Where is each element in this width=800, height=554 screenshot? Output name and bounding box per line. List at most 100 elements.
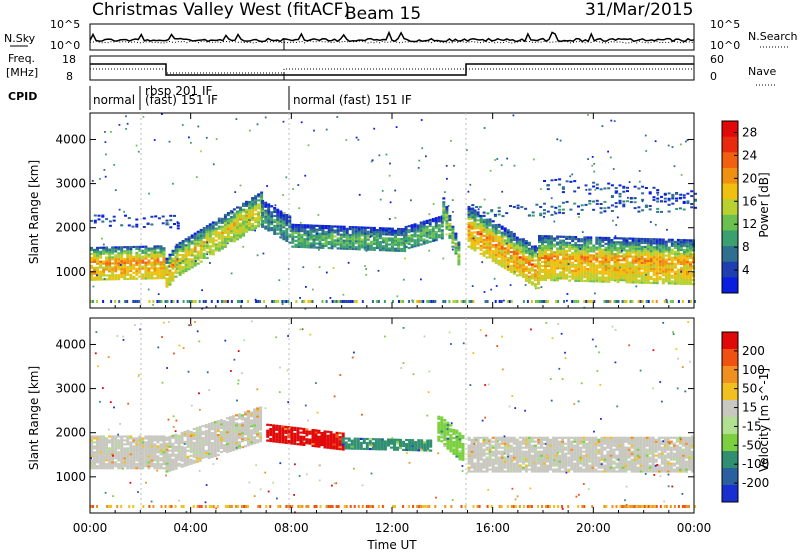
power-cell (494, 159, 497, 161)
velocity-cell (111, 451, 115, 454)
power-cell (646, 246, 650, 249)
power-cell (385, 153, 388, 156)
power-cell (661, 274, 665, 277)
power-cell (205, 245, 209, 248)
power-cell (565, 243, 569, 246)
colorbar-swatch (722, 214, 738, 231)
power-cell (610, 250, 614, 254)
power-cell (508, 300, 511, 303)
power-cell (202, 231, 206, 234)
power-cell (652, 270, 656, 273)
velocity-cell (90, 461, 93, 464)
power-cell (184, 246, 188, 249)
power-cell (527, 269, 531, 272)
power-cell (592, 200, 596, 203)
power-cell (274, 204, 277, 207)
power-cell (120, 252, 124, 255)
power-cell (470, 237, 474, 240)
power-cell (488, 222, 492, 225)
power-cell (126, 246, 130, 249)
velocity-cell (374, 448, 378, 451)
power-cell (236, 212, 239, 215)
velocity-cell (317, 437, 321, 440)
power-cell (531, 214, 535, 217)
power-cell (618, 199, 622, 202)
velocity-cell (244, 433, 247, 436)
power-cell (664, 268, 668, 271)
power-cell (694, 198, 697, 201)
velocity-cell (305, 432, 309, 435)
power-cell (410, 199, 412, 202)
velocity-cell (228, 416, 232, 419)
velocity-cell (314, 433, 318, 436)
velocity-cell (272, 436, 276, 439)
power-cell (577, 240, 581, 243)
power-cell (661, 262, 665, 265)
power-cell (518, 248, 522, 251)
power-cell (123, 264, 127, 267)
power-cell (685, 255, 689, 258)
power-cell (544, 278, 547, 281)
power-cell (601, 258, 605, 261)
power-cell (261, 215, 265, 218)
velocity-cell (147, 439, 151, 442)
velocity-cell (353, 439, 357, 442)
velocity-cell (177, 452, 181, 455)
power-cell (592, 274, 596, 277)
power-cell (568, 235, 572, 238)
power-cell (162, 265, 166, 268)
velocity-cell (244, 427, 247, 430)
power-cell (193, 248, 197, 251)
power-cell (583, 254, 587, 257)
power-cell (159, 253, 163, 256)
power-cell (431, 220, 435, 223)
power-cell (358, 193, 361, 196)
velocity-cell (120, 451, 124, 454)
velocity-cell (266, 433, 270, 436)
power-cell (347, 261, 350, 264)
velocity-cell (159, 463, 163, 466)
power-cell (640, 261, 644, 264)
power-cell (135, 267, 139, 270)
velocity-cell (192, 441, 196, 444)
power-cell (446, 177, 448, 180)
velocity-cell (332, 443, 336, 446)
power-cell (232, 208, 236, 211)
power-cell (416, 226, 420, 229)
velocity-cell (290, 430, 294, 433)
velocity-cell (247, 442, 250, 445)
power-cell (168, 271, 172, 274)
power-cell (348, 237, 352, 241)
power-cell (658, 248, 662, 251)
power-cell (165, 283, 169, 286)
power-cell (224, 300, 227, 303)
velocity-cell (198, 425, 202, 429)
velocity-cell (129, 467, 133, 470)
power-cell (285, 229, 289, 233)
power-cell (470, 209, 474, 212)
power-cell (363, 248, 367, 251)
power-cell (649, 262, 653, 265)
velocity-cell (108, 465, 112, 468)
power-cell (622, 241, 626, 244)
power-cell (500, 265, 504, 268)
power-cell (90, 246, 93, 250)
power-cell (599, 207, 603, 210)
power-cell (489, 169, 492, 172)
power-cell (254, 298, 257, 301)
power-cell (248, 220, 251, 223)
power-cell (333, 245, 337, 248)
power-cell (628, 265, 632, 268)
power-cell (628, 273, 632, 276)
power-cell (102, 260, 106, 263)
power-cell (685, 282, 689, 285)
power-cell (312, 240, 316, 243)
power-cell (690, 300, 692, 303)
power-cell (577, 263, 581, 267)
power-cell (664, 280, 668, 283)
velocity-cell (135, 445, 139, 448)
power-cell (178, 241, 182, 245)
power-cell (451, 248, 454, 251)
power-cell (232, 240, 236, 243)
power-cell (689, 239, 692, 242)
